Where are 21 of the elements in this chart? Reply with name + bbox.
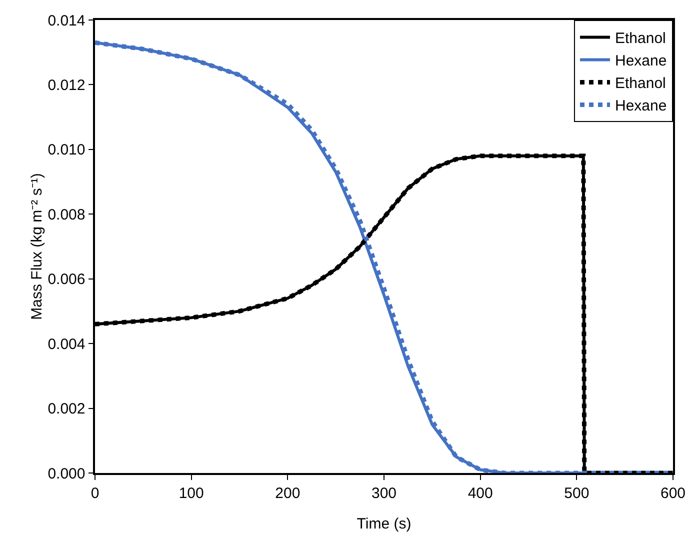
y-tick-label: 0.014 — [48, 12, 86, 30]
legend-label: Hexane — [615, 98, 667, 115]
x-axis-title: Time (s) — [356, 516, 412, 532]
y-tick-label: 0.000 — [48, 465, 86, 482]
legend-label: Hexane — [615, 52, 667, 70]
y-tick-label: 0.006 — [48, 271, 86, 288]
y-tick-label: 0.002 — [48, 400, 86, 418]
y-tick-label: 0.012 — [48, 76, 86, 94]
y-tick-label: 0.004 — [48, 336, 86, 353]
x-tick-label: 600 — [660, 484, 686, 502]
legend-label: Ethanol — [615, 75, 666, 92]
y-axis-title: Mass Flux (kg m⁻² s⁻¹) — [28, 173, 46, 320]
x-tick-label: 300 — [371, 484, 397, 502]
x-tick-label: 500 — [564, 484, 590, 502]
x-tick-label: 400 — [468, 484, 493, 502]
y-tick-label: 0.008 — [48, 206, 86, 224]
x-tick-label: 200 — [275, 484, 300, 502]
y-tick-label: 0.010 — [48, 142, 86, 159]
x-tick-label: 0 — [90, 484, 100, 502]
x-tick-label: 100 — [178, 484, 204, 502]
legend-label: Ethanol — [615, 30, 666, 48]
